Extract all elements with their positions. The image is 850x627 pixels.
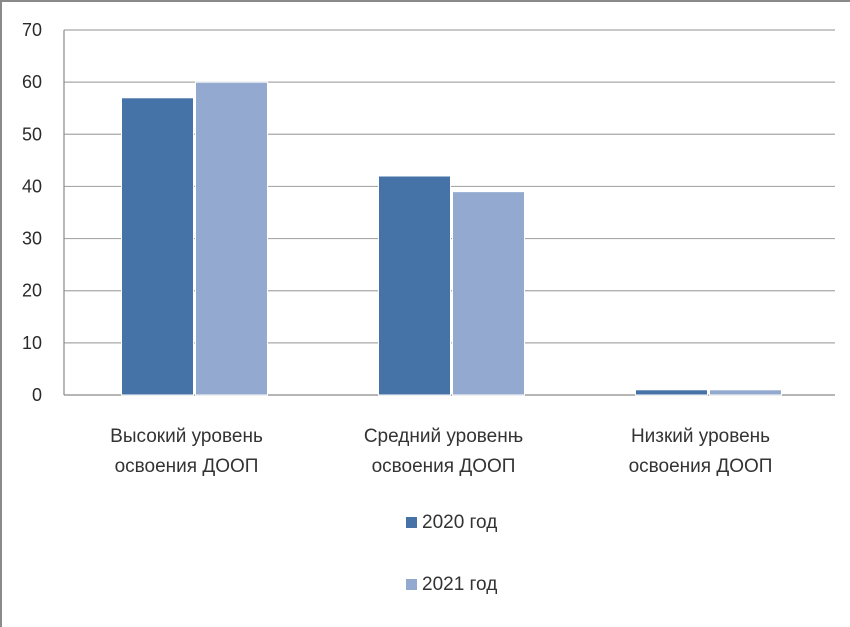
legend-label: 2021 год (422, 574, 497, 595)
bar-series-2 (195, 81, 268, 396)
y-tick-label: 70 (22, 20, 42, 40)
x-category-label: Низкий уровень (631, 426, 770, 447)
y-tick-label: 10 (22, 333, 42, 353)
x-category-label: освоения ДООП (372, 456, 516, 477)
legend-swatch (406, 517, 417, 528)
x-axis-labels: Высокий уровень освоения ДООП Средний уров… (110, 426, 772, 477)
x-category-label: Средний уровенњ (364, 426, 523, 447)
bar-series-2 (709, 389, 782, 396)
y-axis-ticks: 0 10 20 30 40 50 60 70 (22, 20, 42, 405)
x-category-label: освоения ДООП (115, 456, 259, 477)
y-tick-label: 60 (22, 72, 42, 92)
legend-swatch (406, 579, 417, 590)
y-tick-label: 30 (22, 229, 42, 249)
chart-frame-left (0, 0, 10, 627)
y-tick-label: 50 (22, 124, 42, 144)
legend-label: 2020 год (422, 512, 497, 533)
x-category-label: освоения ДООП (629, 456, 773, 477)
bar-series-1 (121, 97, 194, 396)
y-tick-label: 20 (22, 281, 42, 301)
bar-series-1 (378, 175, 451, 396)
bars (121, 81, 782, 396)
x-category-label: Высокий уровень (110, 426, 263, 447)
chart-frame-top (0, 0, 850, 10)
y-tick-label: 0 (32, 385, 42, 405)
bar-series-2 (452, 191, 525, 396)
legend: 2020 год 2021 год (406, 512, 497, 595)
y-tick-label: 40 (22, 176, 42, 196)
bar-series-1 (635, 389, 708, 396)
